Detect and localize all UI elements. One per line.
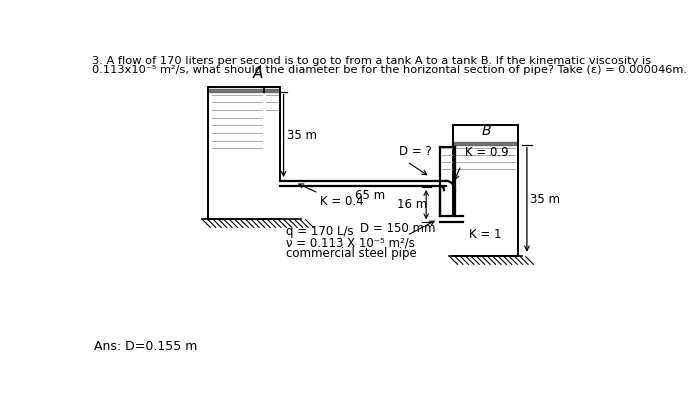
Text: 65 m: 65 m [356, 189, 386, 202]
Text: Ans: D=0.155 m: Ans: D=0.155 m [94, 340, 197, 353]
Text: ν = 0.113 X 10⁻⁵ m²/s: ν = 0.113 X 10⁻⁵ m²/s [286, 236, 415, 249]
Text: K = 1: K = 1 [469, 228, 502, 241]
Text: K = 0.4: K = 0.4 [320, 195, 363, 208]
Text: 0.113x10⁻⁵ m²/s, what should the diameter be for the horizontal section of pipe?: 0.113x10⁻⁵ m²/s, what should the diamete… [92, 65, 687, 75]
Text: 16 m: 16 m [397, 198, 427, 211]
Text: commercial steel pipe: commercial steel pipe [286, 247, 416, 260]
Text: 35 m: 35 m [530, 193, 560, 206]
Text: A: A [253, 67, 263, 82]
Text: D = 150 mm: D = 150 mm [360, 223, 436, 235]
Text: B: B [482, 124, 491, 139]
Text: 3. A flow of 170 liters per second is to go to from a tank A to a tank B. If the: 3. A flow of 170 liters per second is to… [92, 56, 651, 66]
Text: 35 m: 35 m [287, 129, 316, 142]
Text: D = ?: D = ? [399, 145, 432, 158]
Text: q = 170 L/s: q = 170 L/s [286, 225, 354, 238]
Text: K = 0.9: K = 0.9 [465, 146, 508, 159]
